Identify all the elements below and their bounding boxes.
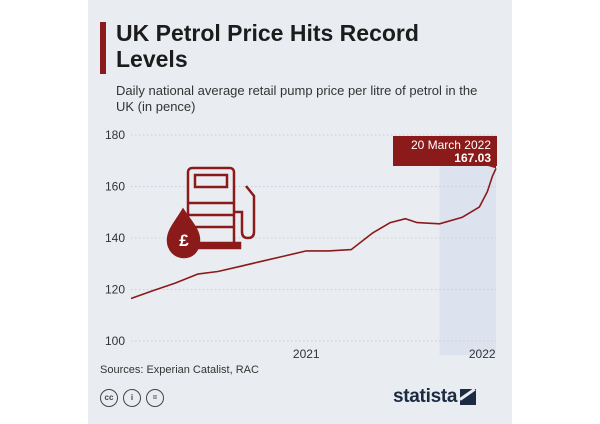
equals-icon[interactable]: =	[146, 389, 164, 407]
x-tick-label: 2021	[293, 347, 320, 361]
person-icon[interactable]: i	[123, 389, 141, 407]
fuel-pump-icon	[166, 166, 256, 259]
y-tick-label: 120	[105, 283, 125, 297]
title-accent-bar	[100, 22, 106, 74]
y-tick-label: 160	[105, 180, 125, 194]
chart-subtitle: Daily national average retail pump price…	[116, 83, 478, 114]
highlight-band	[439, 135, 496, 355]
pound-sign-icon: £	[179, 231, 189, 250]
annotation-box	[393, 136, 497, 166]
cc-icon[interactable]: cc	[100, 389, 118, 407]
source-note: Sources: Experian Catalist, RAC	[100, 364, 259, 376]
annotation-date: 20 March 2022	[411, 138, 491, 152]
statista-logo[interactable]: statista	[393, 386, 477, 408]
brand-mark-icon	[460, 389, 477, 405]
chart-title: UK Petrol Price Hits Record Levels	[116, 20, 419, 72]
annotation-pointer	[488, 166, 496, 169]
x-tick-label: 2022	[469, 347, 496, 361]
y-tick-label: 100	[105, 334, 125, 348]
price-line	[130, 168, 497, 300]
y-tick-label: 140	[105, 231, 125, 245]
brand-name: statista	[393, 386, 458, 407]
record-annotation: 20 March 2022 167.03	[393, 136, 497, 169]
license-icons: cc i =	[100, 389, 164, 407]
annotation-value: 167.03	[454, 151, 491, 165]
y-tick-label: 180	[105, 128, 125, 142]
